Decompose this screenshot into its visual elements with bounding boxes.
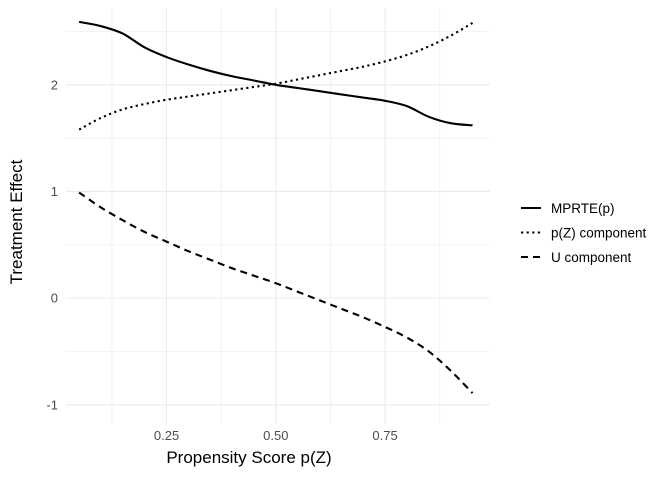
series-line-0 bbox=[78, 20, 473, 127]
panel-background bbox=[66, 8, 490, 424]
y-tick-label: 0 bbox=[51, 291, 58, 306]
y-axis-tick-labels: -1 0 1 2 bbox=[46, 77, 58, 412]
chart-legend: MPRTE(p) p(Z) component U component bbox=[521, 201, 647, 265]
data-series-group bbox=[78, 20, 474, 394]
series-line-2 bbox=[78, 191, 474, 394]
y-axis-title: Treatment Effect bbox=[7, 159, 26, 284]
legend-label-2: U component bbox=[551, 250, 632, 265]
legend-label-1: p(Z) component bbox=[551, 226, 647, 241]
y-tick-label: 2 bbox=[51, 77, 58, 92]
legend-label-0: MPRTE(p) bbox=[551, 201, 615, 216]
y-tick-label: -1 bbox=[46, 397, 58, 412]
x-axis-title: Propensity Score p(Z) bbox=[166, 448, 331, 467]
y-tick-label: 1 bbox=[51, 184, 58, 199]
minor-vertical-gridlines bbox=[111, 8, 441, 424]
series-line-1 bbox=[78, 22, 474, 131]
minor-horizontal-gridlines bbox=[66, 31, 490, 352]
major-vertical-gridlines bbox=[165, 8, 386, 424]
x-tick-label: 0.50 bbox=[263, 428, 288, 443]
x-tick-label: 0.25 bbox=[154, 428, 179, 443]
x-axis-tick-labels: 0.25 0.50 0.75 bbox=[154, 428, 398, 443]
x-tick-label: 0.75 bbox=[372, 428, 397, 443]
